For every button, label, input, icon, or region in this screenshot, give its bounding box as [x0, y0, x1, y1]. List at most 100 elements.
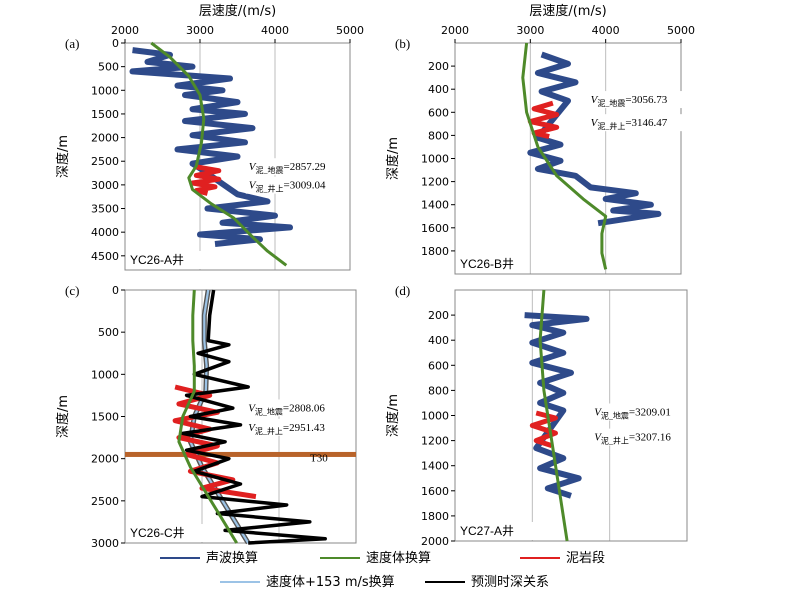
- annotation-value: =3209.01: [629, 407, 671, 419]
- y-tick-label: 4000: [91, 226, 119, 239]
- series-line-velocity-model: [177, 289, 238, 544]
- horizon-label: T30: [310, 452, 328, 464]
- series-line-velocity-model: [150, 41, 288, 267]
- annotation-subscript: 泥_地震: [597, 98, 625, 108]
- y-tick-label: 1200: [421, 176, 449, 189]
- annotation: V泥_井上=3207.16: [594, 432, 671, 446]
- x-tick-label: 5000: [667, 24, 695, 37]
- annotation-subscript: 泥_井上: [601, 436, 629, 446]
- y-tick-label: 600: [428, 106, 449, 119]
- legend-label: 预测时深关系: [471, 575, 549, 590]
- y-tick-label: 1000: [91, 368, 119, 381]
- annotation-value: =2857.29: [283, 161, 325, 173]
- annotation-value: =3009.04: [283, 180, 325, 192]
- y-tick-label: 1000: [421, 410, 449, 423]
- annotation: V泥_地震=2808.06: [248, 402, 325, 416]
- x-axis-title: 层速度/(m/s): [529, 3, 606, 19]
- legend-item-sonic: 声波换算: [160, 551, 258, 566]
- y-tick-label: 2500: [91, 495, 119, 508]
- annotation-value: =3146.47: [625, 117, 667, 129]
- y-tick-label: 3000: [91, 179, 119, 192]
- annotation-value: =2808.06: [283, 402, 325, 414]
- annotation: V泥_井上=3009.04: [249, 180, 326, 194]
- series-line-mudstone: [190, 164, 222, 196]
- x-tick-label: 2000: [441, 24, 469, 37]
- annotation-value: =3207.16: [629, 432, 671, 444]
- y-tick-label: 400: [428, 334, 449, 347]
- well-label-box: [126, 251, 208, 269]
- x-tick-label: 2000: [111, 24, 139, 37]
- y-axis-title: 深度/m: [385, 137, 401, 180]
- plot-frame: [124, 289, 357, 544]
- annotation-box: [245, 158, 340, 176]
- panel-d: 200 400 600 800 1000 1200 1400 1600 1800 2000 深度/m…: [385, 283, 688, 548]
- series-line-velocity-model: [521, 42, 608, 270]
- y-tick-label: 500: [98, 61, 119, 74]
- y-tick-label: 1200: [421, 435, 449, 448]
- well-label-box: [456, 255, 526, 273]
- y-tick-label: 400: [428, 83, 449, 96]
- panel-label: (b): [395, 36, 410, 51]
- legend-item-velocity-plus-153: 速度体+153 m/s换算: [220, 574, 395, 590]
- x-tick-label: 5000: [336, 24, 364, 37]
- annotation-symbol: V: [248, 422, 256, 434]
- annotation-symbol: V: [594, 432, 602, 444]
- annotation-subscript: 泥_地震: [601, 411, 629, 421]
- annotation-subscript: 泥_地震: [255, 165, 283, 175]
- plot-frame: [124, 42, 351, 271]
- well-label-box: [456, 522, 534, 540]
- annotation-box: [587, 91, 682, 109]
- annotation-subscript: 泥_井上: [255, 184, 283, 194]
- annotation-subscript: 泥_井上: [255, 426, 283, 436]
- legend-label: 速度体换算: [366, 550, 431, 566]
- annotation-symbol: V: [594, 407, 602, 419]
- horizon-line: [125, 451, 356, 457]
- y-tick-label: 2500: [91, 155, 119, 168]
- annotation: V泥_地震=3209.01: [594, 407, 671, 421]
- annotation-box: [245, 399, 340, 417]
- panel-a: 2000 3000 4000 5000 层速度/(m/s) 0 500 1000 1500 200…: [55, 3, 364, 271]
- x-tick-label: 3000: [186, 24, 214, 37]
- annotation-box: [591, 403, 686, 421]
- y-tick-label: 1000: [421, 153, 449, 166]
- panel-b: 2000 3000 4000 5000 层速度/(m/s) 200 400 600 800 100…: [385, 3, 695, 275]
- y-tick-label: 0: [112, 37, 119, 50]
- well-label: YC26-A井: [130, 253, 184, 267]
- y-tick-label: 3000: [91, 537, 119, 550]
- y-tick-label: 2000: [91, 453, 119, 466]
- annotation-box: [591, 428, 686, 446]
- y-tick-label: 1500: [91, 411, 119, 424]
- y-tick-label: 1800: [421, 510, 449, 523]
- panel-label: (c): [65, 283, 79, 298]
- well-label: YC27-A井: [460, 524, 514, 538]
- annotation: V泥_地震=3056.73: [591, 94, 668, 108]
- y-tick-label: 4500: [91, 250, 119, 263]
- y-tick-label: 1400: [421, 460, 449, 473]
- y-tick-label: 1000: [91, 84, 119, 97]
- annotation-subscript: 泥_地震: [255, 406, 283, 416]
- y-tick-label: 200: [428, 60, 449, 73]
- annotation: V泥_井上=2951.43: [248, 422, 325, 436]
- annotation: V泥_地震=2857.29: [249, 161, 326, 175]
- y-axis-title: 深度/m: [55, 395, 71, 438]
- y-tick-label: 1800: [421, 245, 449, 258]
- panel-label: (a): [65, 36, 79, 51]
- legend-label: 声波换算: [206, 551, 258, 566]
- x-tick-label: 3000: [516, 24, 544, 37]
- legend-label: 泥岩段: [566, 551, 605, 566]
- annotation-box: [587, 114, 682, 132]
- well-label: YC26-B井: [460, 257, 514, 271]
- annotation: V泥_井上=3146.47: [591, 117, 668, 131]
- annotation-symbol: V: [249, 180, 257, 192]
- y-tick-label: 500: [98, 326, 119, 339]
- y-tick-label: 800: [428, 129, 449, 142]
- y-axis-title: 深度/m: [55, 135, 71, 178]
- y-tick-label: 800: [428, 384, 449, 397]
- panel-c: T30 0 500 1000 1500 2000 2500 3000 深度/m (c) YC26-C…: [55, 283, 357, 550]
- series-line-sonic: [129, 47, 293, 247]
- legend-label: 速度体+153 m/s换算: [266, 574, 395, 590]
- y-tick-label: 3500: [91, 203, 119, 216]
- y-tick-label: 1500: [91, 108, 119, 121]
